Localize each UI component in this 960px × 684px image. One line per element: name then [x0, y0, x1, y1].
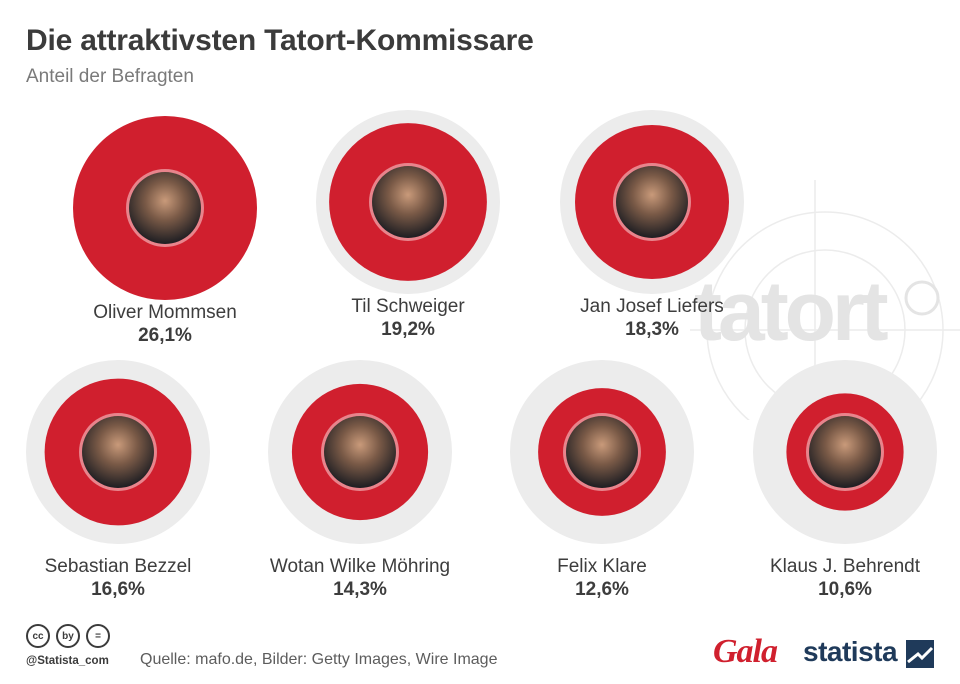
category-label: Til Schweiger: [351, 296, 465, 317]
value-label: 12,6%: [575, 579, 629, 600]
statista-logo: statista: [803, 636, 898, 667]
statista-handle: @Statista_com: [26, 655, 109, 667]
value-label: 26,1%: [138, 325, 192, 346]
source-note: Quelle: mafo.de, Bilder: Getty Images, W…: [140, 651, 498, 668]
portrait-photo: [324, 416, 396, 488]
portrait-photo: [82, 416, 154, 488]
statista-logo-icon: [906, 640, 934, 668]
value-label: 19,2%: [381, 319, 435, 340]
category-label: Wotan Wilke Möhring: [270, 556, 450, 577]
category-label: Oliver Mommsen: [93, 302, 237, 323]
category-label: Klaus J. Behrendt: [770, 556, 921, 577]
ard-logo-icon: [904, 280, 940, 316]
portrait-photo: [566, 416, 638, 488]
portrait-photo: [809, 416, 881, 488]
page-title: Die attraktivsten Tatort-Kommissare: [26, 24, 534, 57]
value-label: 10,6%: [818, 579, 872, 600]
gala-logo: Gala: [713, 633, 778, 670]
portrait-photo: [616, 166, 688, 238]
category-label: Felix Klare: [557, 556, 647, 577]
equal-icon: =: [86, 624, 110, 648]
portrait-photo: [372, 166, 444, 238]
cc-icon: cc: [26, 624, 50, 648]
watermark-text: tatort: [694, 264, 888, 358]
value-label: 14,3%: [333, 579, 387, 600]
value-label: 16,6%: [91, 579, 145, 600]
category-label: Sebastian Bezzel: [45, 556, 192, 577]
value-label: 18,3%: [625, 319, 679, 340]
category-label: Jan Josef Liefers: [580, 296, 724, 317]
cc-license: cc by =: [26, 624, 110, 648]
portrait-photo: [129, 172, 201, 244]
person-icon: by: [56, 624, 80, 648]
page-subtitle: Anteil der Befragten: [26, 66, 194, 87]
tatort-watermark: tatort: [690, 180, 960, 420]
